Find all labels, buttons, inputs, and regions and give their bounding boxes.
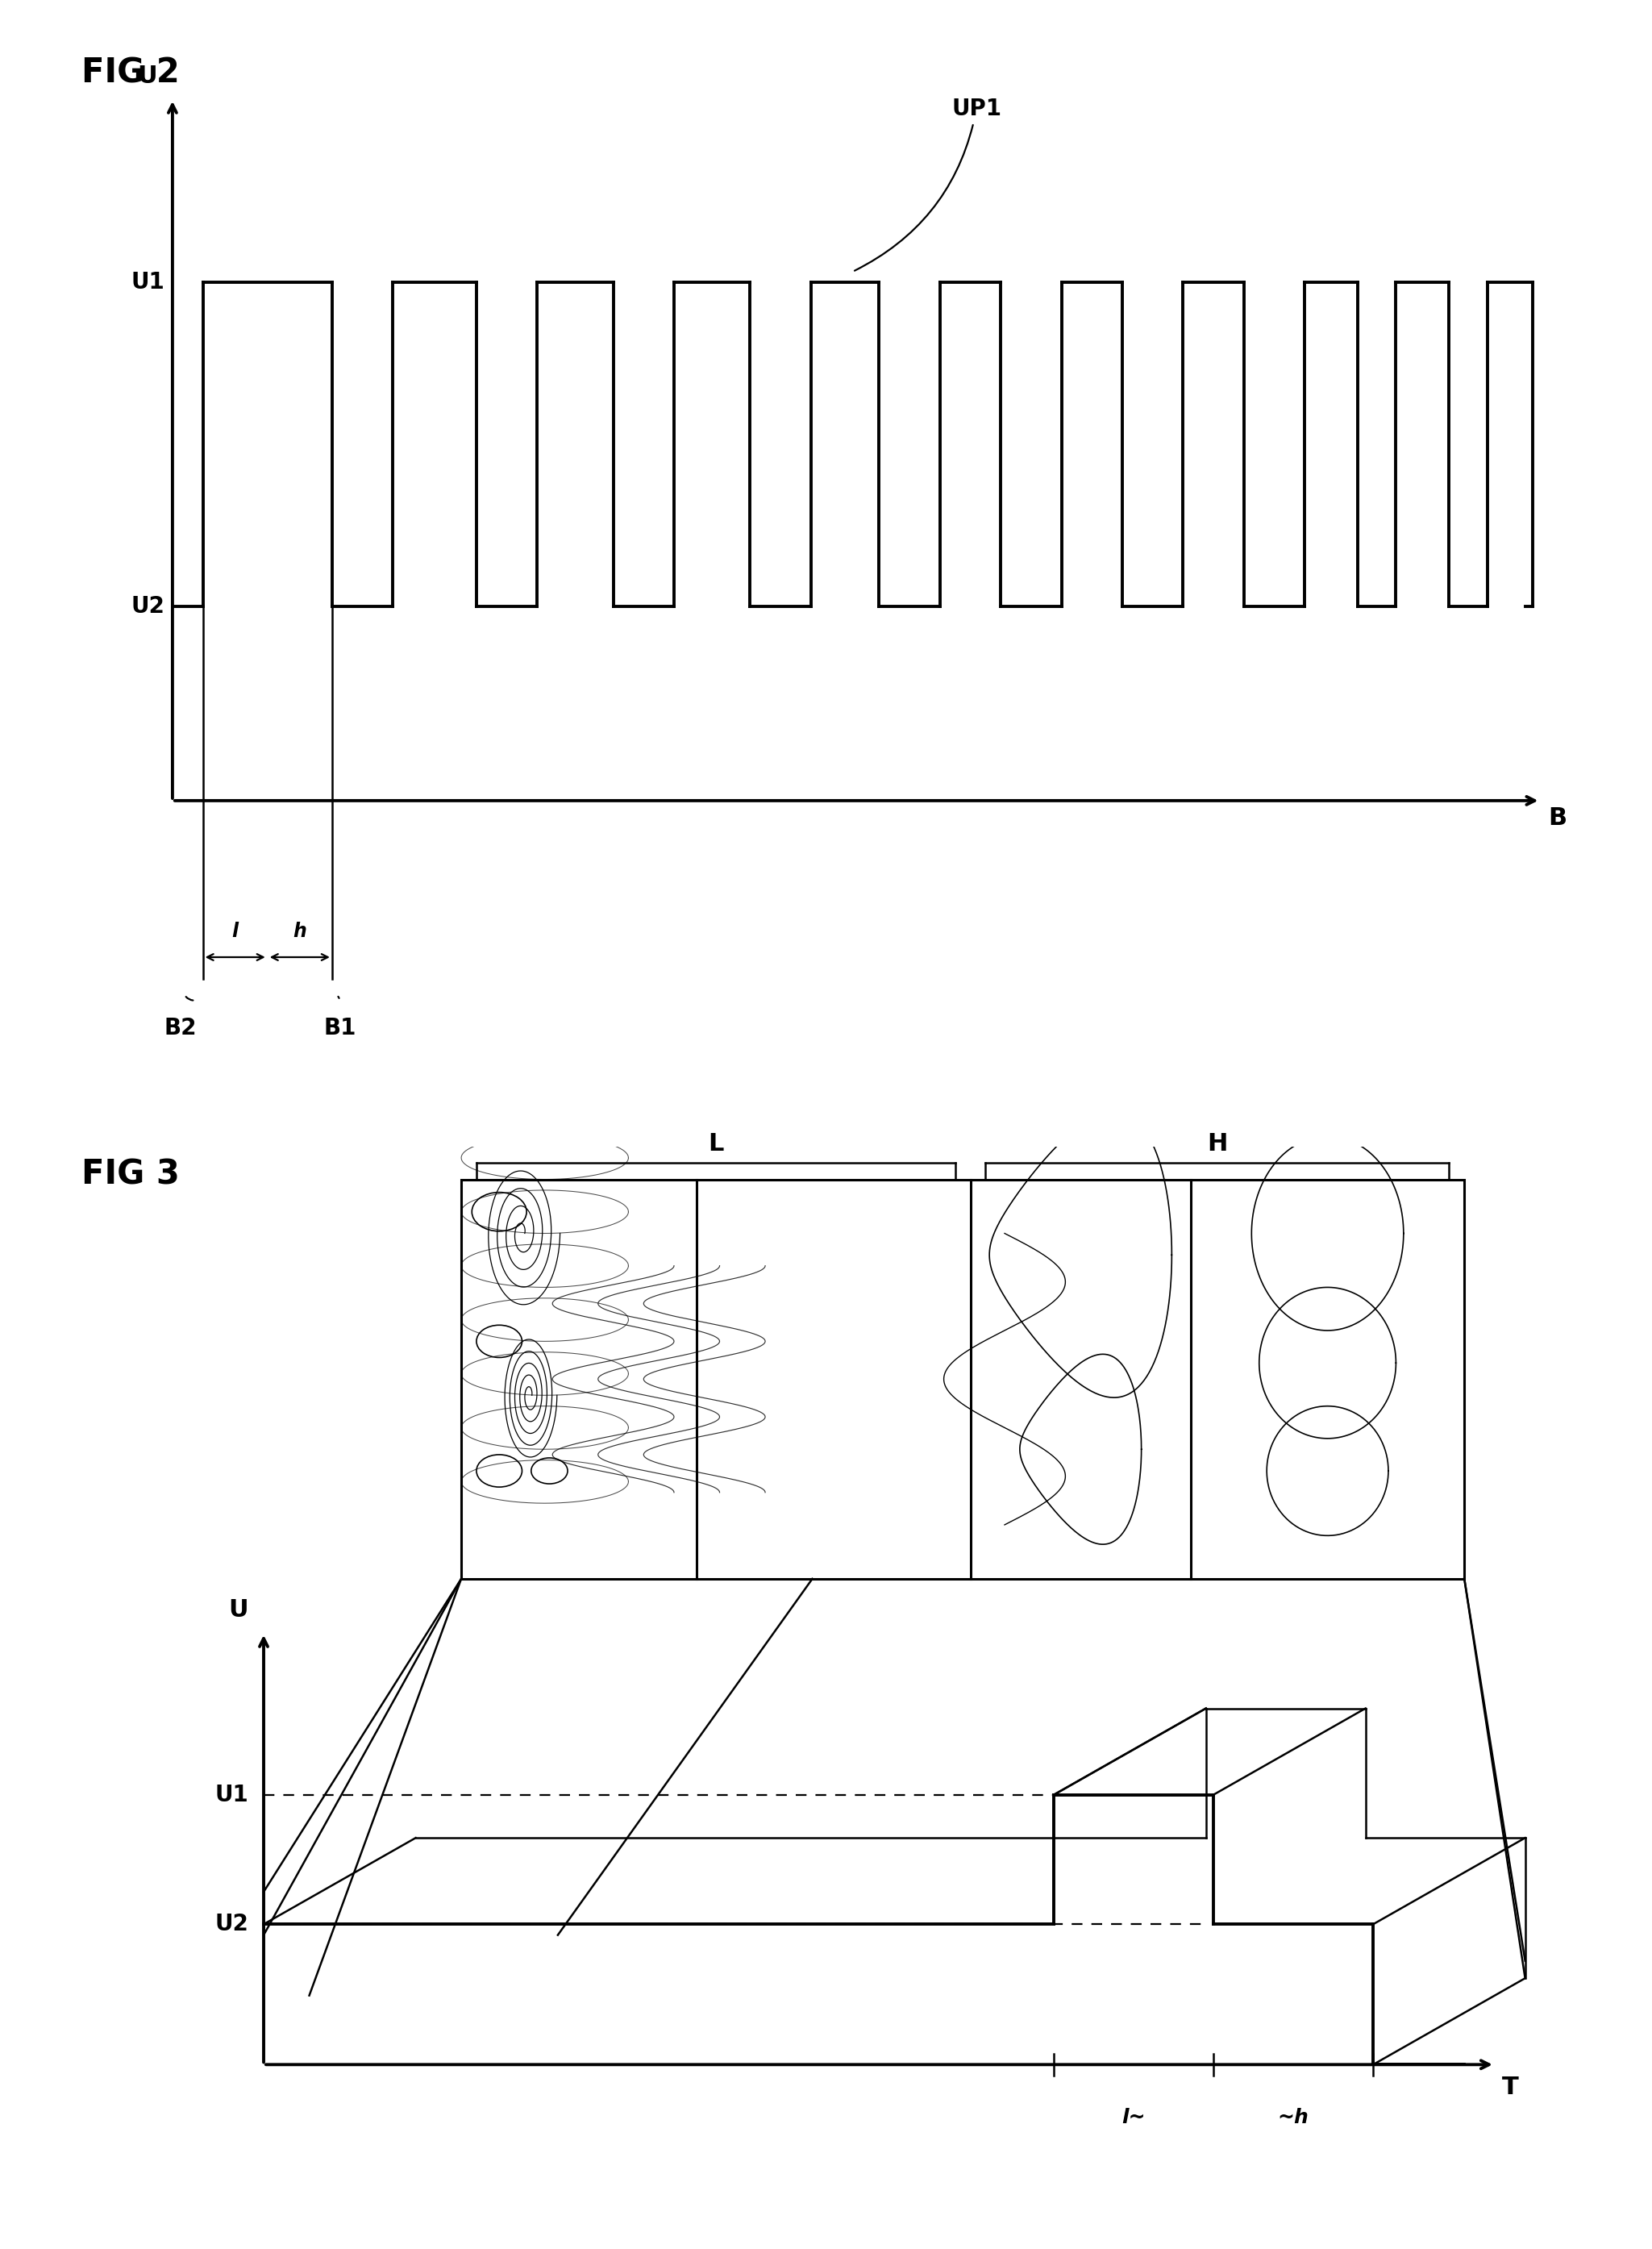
Text: U: U [137,65,157,88]
Text: l~: l~ [1122,2107,1146,2128]
Text: U1: U1 [131,272,165,295]
Text: T: T [1502,2076,1520,2098]
Text: FIG 2: FIG 2 [81,56,180,90]
Text: B1: B1 [324,1017,355,1039]
Text: U: U [228,1599,248,1622]
Text: FIG 3: FIG 3 [81,1158,180,1192]
Text: U1: U1 [215,1783,248,1806]
Text: h: h [292,922,307,940]
Text: l: l [231,922,238,940]
Text: UP1: UP1 [854,99,1001,270]
Text: L: L [709,1131,724,1156]
Text: B2: B2 [164,1017,197,1039]
Text: ~h: ~h [1277,2107,1308,2128]
Text: U2: U2 [215,1914,248,1936]
Bar [461,1178,1464,1579]
Text: H: H [1208,1131,1227,1156]
Text: U2: U2 [131,596,165,618]
Text: B: B [1548,805,1566,830]
